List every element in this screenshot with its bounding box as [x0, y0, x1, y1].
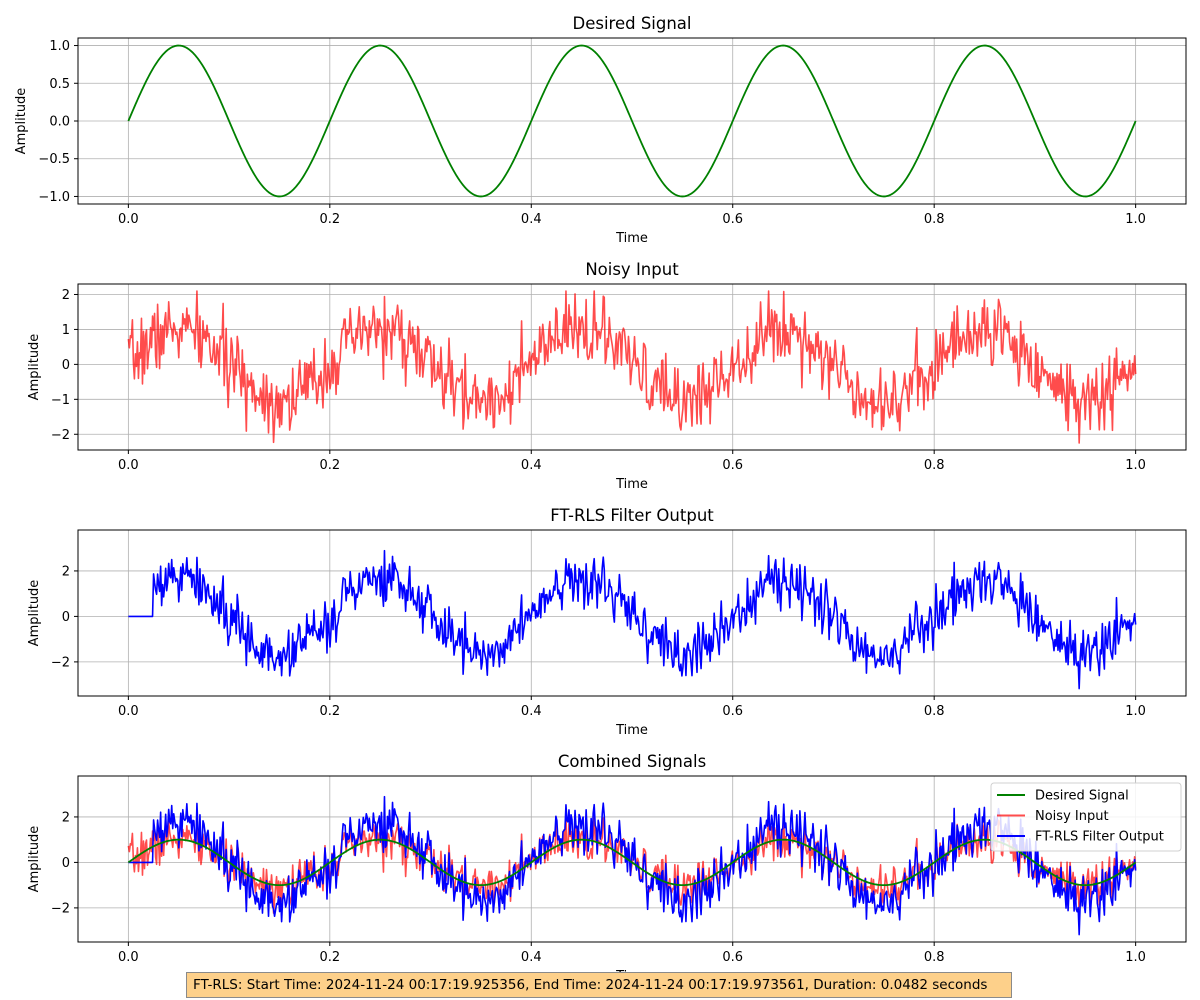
y-tick-label: 0 [62, 358, 70, 373]
y-axis-label: Amplitude [14, 88, 29, 155]
y-tick-label: 2 [62, 288, 70, 303]
chart-panel-2: 0.0 0.2 0.4 0.6 0.8 1.0 2 1 0 −1 −2 Noisy Input Time… [27, 260, 1187, 492]
series-line-noisy-input [127, 290, 1137, 444]
y-tick-label: −1 [51, 393, 70, 408]
axes-frame [77, 775, 1187, 943]
y-axis-label: Amplitude [27, 826, 42, 893]
series-line-filter-output [128, 549, 1137, 690]
y-tick-label: −2 [51, 428, 70, 443]
x-tick-label: 1.0 [1125, 704, 1146, 719]
legend-label: Noisy Input [1035, 809, 1109, 824]
series-line-desired-signal [127, 44, 1137, 198]
legend-label: FT-RLS Filter Output [1035, 830, 1164, 845]
chart-panel-1: 0.0 0.2 0.4 0.6 0.8 1.0 1.0 0.5 0.0 −0.5 −1.0 Desir… [14, 14, 1187, 246]
x-axis-label: Time [615, 231, 648, 246]
y-tick-label: −1.0 [38, 190, 70, 205]
y-tick-label: 0 [62, 610, 70, 625]
y-tick-label: 2 [62, 810, 70, 825]
x-tick-label: 0.8 [924, 458, 945, 473]
y-tick-label: 1 [62, 323, 70, 338]
x-tick-label: 0.2 [319, 950, 340, 965]
x-axis-label: Time [615, 723, 648, 738]
chart-panel-3: 0.0 0.2 0.4 0.6 0.8 1.0 2 0 −2 FT-RLS Filter Outp… [27, 506, 1187, 738]
y-tick-label: −2 [51, 901, 70, 916]
legend-label: Desired Signal [1035, 789, 1129, 804]
x-tick-label: 1.0 [1125, 458, 1146, 473]
x-tick-label: 0.6 [722, 458, 743, 473]
x-tick-label: 0.0 [118, 212, 139, 227]
x-tick-label: 0.4 [521, 458, 542, 473]
y-axis-label: Amplitude [27, 580, 42, 647]
legend: Desired Signal Noisy Input FT-RLS Filter O… [990, 782, 1182, 852]
chart-title: FT-RLS Filter Output [550, 506, 714, 525]
series-line-desired-signal [127, 838, 1137, 887]
series-line-filter-output [128, 795, 1137, 936]
chart-title: Desired Signal [572, 14, 691, 33]
y-tick-label: 2 [62, 564, 70, 579]
x-tick-label: 0.8 [924, 704, 945, 719]
x-tick-label: 0.4 [521, 950, 542, 965]
y-axis-label: Amplitude [27, 334, 42, 401]
x-tick-label: 0.0 [118, 704, 139, 719]
x-tick-label: 0.6 [722, 950, 743, 965]
axes-frame [77, 529, 1187, 697]
x-tick-label: 0.8 [924, 950, 945, 965]
y-tick-label: 1.0 [49, 39, 70, 54]
series-line-noisy-input [127, 813, 1137, 915]
x-tick-label: 0.0 [118, 950, 139, 965]
chart-title: Noisy Input [585, 260, 679, 279]
y-tick-label: −0.5 [38, 152, 70, 167]
x-tick-label: 1.0 [1125, 950, 1146, 965]
chart-title: Combined Signals [558, 752, 706, 771]
x-tick-label: 0.6 [722, 212, 743, 227]
x-tick-label: 0.6 [722, 704, 743, 719]
x-tick-label: 0.4 [521, 704, 542, 719]
x-tick-label: 0.8 [924, 212, 945, 227]
x-tick-label: 1.0 [1125, 212, 1146, 227]
x-tick-label: 0.2 [319, 704, 340, 719]
y-tick-label: 0.5 [49, 77, 70, 92]
x-tick-label: 0.4 [521, 212, 542, 227]
x-tick-label: 0.2 [319, 212, 340, 227]
y-tick-label: −2 [51, 655, 70, 670]
y-tick-label: 0.0 [49, 115, 70, 130]
legend-box [990, 782, 1182, 852]
x-axis-label: Time [615, 477, 648, 492]
x-tick-label: 0.0 [118, 458, 139, 473]
axes-frame [77, 283, 1187, 451]
y-tick-label: 0 [62, 856, 70, 871]
timing-footer: FT-RLS: Start Time: 2024-11-24 00:17:19.… [186, 972, 1012, 998]
x-tick-label: 0.2 [319, 458, 340, 473]
